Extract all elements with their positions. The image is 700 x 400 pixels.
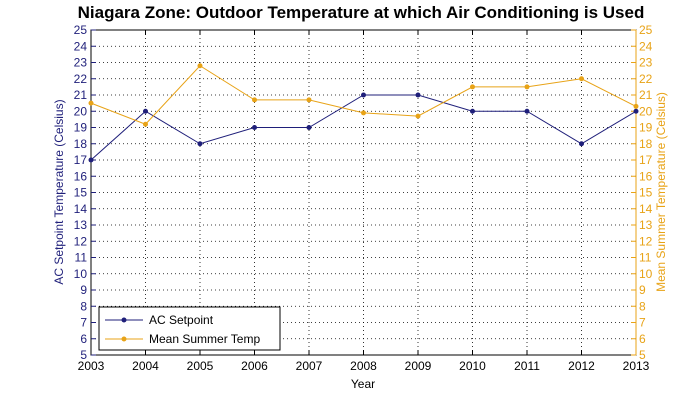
- left-y-axis-label: AC Setpoint Temperature (Celsius): [52, 99, 66, 284]
- x-axis-label: Year: [351, 377, 375, 391]
- right-y-tick-label: 19: [639, 121, 653, 135]
- legend-label-ac-setpoint: AC Setpoint: [149, 313, 214, 327]
- left-y-tick-label: 9: [80, 283, 87, 297]
- right-y-tick-label: 18: [639, 137, 653, 151]
- right-y-tick-label: 14: [639, 202, 653, 216]
- x-tick-label: 2007: [296, 359, 323, 373]
- left-y-tick-label: 8: [80, 299, 87, 313]
- left-y-tick-label: 6: [80, 332, 87, 346]
- data-point-ac-setpoint: [306, 125, 312, 130]
- data-point-ac-setpoint: [470, 108, 475, 114]
- left-y-tick-label: 5: [80, 348, 87, 362]
- right-y-tick-label: 12: [639, 234, 653, 248]
- left-y-tick-label: 11: [75, 251, 88, 265]
- right-y-tick-label: 21: [639, 88, 653, 102]
- x-tick-label: 2006: [241, 359, 268, 373]
- data-point-ac-setpoint: [88, 157, 94, 163]
- right-y-tick-label: 13: [639, 218, 653, 232]
- data-point-ac-setpoint: [197, 141, 203, 147]
- right-y-tick-label: 10: [639, 267, 653, 281]
- data-point-mean-summer-temp: [197, 63, 203, 69]
- left-y-tick-label: 17: [74, 153, 88, 167]
- data-point-mean-summer-temp: [633, 103, 639, 109]
- legend: AC Setpoint Mean Summer Temp: [98, 306, 281, 351]
- x-axis: 2003 2004 2005 2006 2007 2008 2009 2010 2011 2012…: [78, 30, 650, 373]
- left-y-tick-label: 15: [74, 186, 88, 200]
- data-point-mean-summer-temp: [361, 110, 366, 116]
- x-tick-label: 2003: [78, 359, 105, 373]
- chart-title: Niagara Zone: Outdoor Temperature at whi…: [78, 3, 645, 22]
- right-y-tick-label: 20: [639, 104, 653, 118]
- data-point-mean-summer-temp: [252, 97, 257, 103]
- left-y-tick-label: 19: [74, 121, 88, 135]
- legend-marker-mean-summer-temp: [121, 336, 127, 342]
- data-point-ac-setpoint: [415, 92, 421, 98]
- right-y-tick-label: 24: [639, 39, 653, 53]
- right-y-tick-label: 8: [639, 299, 646, 313]
- left-y-tick-label: 7: [80, 316, 87, 330]
- x-tick-label: 2013: [623, 359, 650, 373]
- series-group: [88, 63, 639, 163]
- data-point-ac-setpoint: [524, 108, 530, 114]
- x-tick-label: 2011: [514, 359, 540, 373]
- right-y-axis-label: Mean Summer Temperature (Celsius): [654, 92, 668, 292]
- data-point-ac-setpoint: [579, 141, 584, 147]
- left-y-tick-label: 14: [74, 202, 88, 216]
- data-point-ac-setpoint: [361, 92, 366, 98]
- right-y-tick-label: 16: [639, 169, 653, 183]
- data-point-mean-summer-temp: [88, 100, 94, 106]
- left-y-tick-label: 25: [74, 23, 88, 37]
- data-point-mean-summer-temp: [470, 84, 475, 90]
- x-tick-label: 2010: [459, 359, 486, 373]
- grid: [91, 30, 636, 355]
- x-tick-label: 2008: [350, 359, 377, 373]
- data-point-ac-setpoint: [143, 108, 148, 114]
- right-y-tick-label: 22: [639, 72, 653, 86]
- data-point-ac-setpoint: [252, 125, 257, 130]
- left-y-tick-label: 18: [74, 137, 88, 151]
- legend-box: [98, 306, 281, 351]
- x-tick-label: 2004: [132, 359, 159, 373]
- right-y-tick-label: 5: [639, 348, 646, 362]
- right-y-tick-label: 6: [639, 332, 646, 346]
- right-y-tick-label: 11: [639, 251, 652, 265]
- right-y-tick-label: 15: [639, 186, 653, 200]
- right-y-tick-label: 25: [639, 23, 653, 37]
- right-y-tick-label: 9: [639, 283, 646, 297]
- data-point-ac-setpoint: [633, 108, 639, 114]
- left-y-tick-label: 24: [74, 39, 88, 53]
- x-tick-label: 2005: [187, 359, 214, 373]
- x-tick-label: 2009: [405, 359, 432, 373]
- legend-marker-ac-setpoint: [121, 317, 127, 323]
- left-y-tick-label: 21: [74, 88, 88, 102]
- right-y-tick-label: 17: [639, 153, 653, 167]
- data-point-mean-summer-temp: [415, 113, 421, 119]
- left-y-tick-label: 12: [74, 234, 88, 248]
- left-y-tick-label: 23: [74, 56, 88, 70]
- data-point-mean-summer-temp: [524, 84, 530, 90]
- data-point-mean-summer-temp: [579, 76, 584, 82]
- data-point-mean-summer-temp: [306, 97, 312, 103]
- left-y-axis: 5 6 7 8 9 10 11 12 13 14 15 16 17 18 19 20 21 22 23 24 25: [74, 23, 96, 362]
- x-tick-label: 2012: [568, 359, 595, 373]
- right-y-tick-label: 7: [639, 316, 646, 330]
- right-y-tick-label: 23: [639, 56, 653, 70]
- legend-label-mean-summer-temp: Mean Summer Temp: [149, 332, 260, 346]
- left-y-tick-label: 13: [74, 218, 88, 232]
- left-y-tick-label: 20: [74, 104, 88, 118]
- left-y-tick-label: 16: [74, 169, 88, 183]
- data-point-mean-summer-temp: [143, 121, 148, 127]
- left-y-tick-label: 22: [74, 72, 88, 86]
- left-y-tick-label: 10: [74, 267, 88, 281]
- right-y-axis: 5 6 7 8 9 10 11 12 13 14 15 16 17 18 19 20 21 22 23 24 25: [631, 23, 653, 362]
